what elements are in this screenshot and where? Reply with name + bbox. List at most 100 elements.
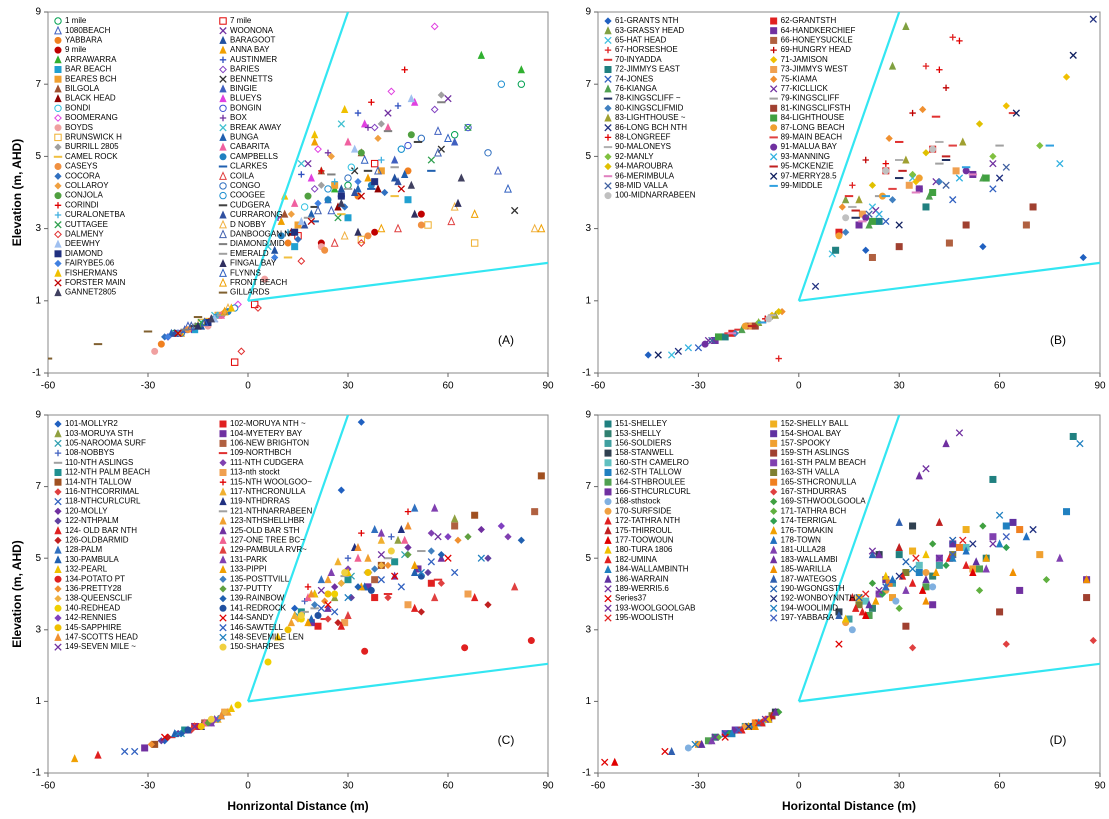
legend-marker <box>54 94 62 103</box>
legend-marker <box>219 65 227 74</box>
data-point <box>872 596 880 605</box>
legend-label: DEEWHY <box>65 239 101 248</box>
data-point <box>464 533 472 541</box>
legend-marker <box>604 84 612 93</box>
data-point <box>437 550 445 559</box>
data-point <box>935 178 943 186</box>
legend-marker <box>219 258 227 268</box>
legend-label: 141-REDROCK <box>230 603 287 612</box>
legend-label: 69-HUNGRY HEAD <box>781 45 852 54</box>
legend-marker <box>54 202 62 209</box>
y-tick-label: 1 <box>35 295 41 306</box>
legend-marker <box>219 487 227 496</box>
data-point <box>397 145 406 153</box>
data-point <box>234 701 242 709</box>
legend-label: BOYDS <box>65 123 93 132</box>
data-point <box>274 632 282 641</box>
legend-label: 76-KIANGA <box>615 84 657 93</box>
legend-marker <box>219 594 227 603</box>
data-point <box>121 747 129 756</box>
data-point <box>410 567 419 577</box>
data-point <box>207 715 215 723</box>
data-point <box>334 619 342 627</box>
legend-marker <box>219 219 227 229</box>
legend-label: 182-UMINA <box>615 555 657 564</box>
legend-marker <box>54 230 62 239</box>
legend-marker <box>770 614 778 622</box>
legend-label: 129-PAMBULA RVR~ <box>230 545 307 554</box>
legend-label: BRUNSWICK H <box>65 133 122 142</box>
data-point <box>357 235 366 244</box>
legend-label: 131-PARK <box>230 555 268 564</box>
x-tick-label: 30 <box>894 781 906 792</box>
data-point <box>157 340 165 348</box>
legend-marker <box>219 114 227 122</box>
data-point <box>855 593 863 602</box>
data-point <box>221 708 229 716</box>
data-point <box>331 590 339 598</box>
data-point <box>161 733 169 741</box>
legend-label: 133-PIPPI <box>230 565 266 574</box>
y-tick-label: 9 <box>585 7 591 18</box>
data-point <box>450 137 459 146</box>
data-point <box>370 525 379 534</box>
legend-marker <box>769 526 778 535</box>
data-point <box>354 184 362 193</box>
legend-label: 153-SHELLY <box>615 429 662 438</box>
data-point <box>318 167 325 175</box>
legend-marker <box>219 94 227 103</box>
legend-marker <box>604 134 612 141</box>
data-point <box>979 522 987 530</box>
data-point <box>995 174 1004 182</box>
data-point <box>882 160 890 167</box>
data-point <box>434 126 442 135</box>
data-point <box>384 561 392 569</box>
data-point <box>304 159 312 168</box>
data-point <box>394 223 402 233</box>
data-point <box>531 508 539 516</box>
legend-marker <box>769 555 778 564</box>
data-point <box>915 569 923 577</box>
legend-label: GANNET2805 <box>65 288 117 297</box>
data-point <box>390 173 399 182</box>
legend-marker <box>604 182 612 190</box>
data-point <box>537 472 545 480</box>
data-point <box>374 184 382 193</box>
legend-marker <box>54 239 62 248</box>
data-point <box>989 159 997 168</box>
legend-marker <box>54 517 62 525</box>
data-point <box>344 174 352 182</box>
legend-label: 159-STH ASLINGS <box>781 448 849 457</box>
legend-label: 65-HAT HEAD <box>615 36 666 45</box>
data-point <box>855 195 863 204</box>
data-point <box>404 508 412 515</box>
data-point <box>932 567 940 577</box>
data-point <box>902 21 910 30</box>
data-point <box>1036 141 1044 150</box>
data-point <box>744 722 753 731</box>
y-tick-label: -1 <box>32 368 41 379</box>
data-point <box>354 178 362 186</box>
data-point <box>517 536 525 544</box>
data-point <box>969 567 977 577</box>
data-point <box>141 744 149 752</box>
data-point <box>895 243 903 251</box>
legend-marker <box>604 507 612 515</box>
data-point <box>291 228 299 236</box>
legend-label: DIAMOND <box>65 249 103 258</box>
data-point <box>875 210 883 218</box>
data-point <box>882 571 890 580</box>
legend-label: 105-NAROOMA SURF <box>65 439 146 448</box>
data-point <box>1009 567 1017 577</box>
y-tick-label: 3 <box>35 624 41 635</box>
legend-marker <box>54 439 62 448</box>
data-point <box>337 184 346 193</box>
data-point <box>1002 543 1010 552</box>
legend-marker <box>54 259 62 268</box>
x-tick-label: 60 <box>442 381 454 392</box>
data-point <box>511 206 519 215</box>
data-point <box>427 529 435 537</box>
legend-marker <box>54 536 62 545</box>
data-point <box>995 539 1004 548</box>
y-tick-label: 5 <box>585 151 591 162</box>
